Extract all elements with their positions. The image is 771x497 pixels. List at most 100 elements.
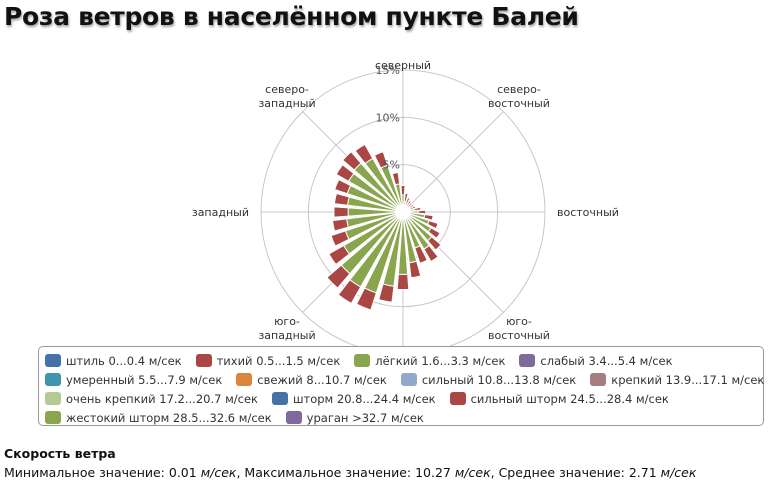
bar-segment (342, 151, 362, 171)
legend-swatch (519, 354, 536, 367)
legend-item-gale[interactable]: очень крепкий 17.2...20.7 м/сек (45, 392, 258, 406)
radial-tick-label: 15% (376, 64, 400, 77)
legend-swatch (590, 373, 607, 386)
bar-segment (427, 227, 441, 239)
legend-swatch (285, 411, 302, 424)
bar-segment (330, 230, 350, 247)
direction-label-line: северо- (265, 83, 309, 96)
bar-segment (417, 209, 427, 215)
direction-label-line: восточный (557, 206, 619, 219)
legend-swatch (236, 373, 253, 386)
avg-unit: м/сек (660, 465, 697, 480)
legend-label: жестокий шторм 28.5...32.6 м/сек (66, 410, 272, 425)
bar-segment (373, 151, 389, 169)
legend-item-strong-storm[interactable]: сильный шторм 24.5...28.4 м/сек (449, 391, 669, 406)
legend-swatch (45, 392, 61, 405)
min-label: Минимальное значение: (4, 465, 169, 480)
bar-segment (427, 236, 442, 251)
bar-segment (413, 206, 422, 212)
bar-segment (396, 273, 410, 291)
legend-label: тихий 0.5...1.5 м/сек (216, 353, 341, 368)
avg-label: , Среднее значение: (490, 465, 629, 480)
legend-label: сильный 10.8...13.8 м/сек (421, 372, 577, 387)
legend-row: жестокий шторм 28.5...32.6 м/сек ураган … (45, 408, 757, 427)
legend-label: крепкий 13.9...17.1 м/сек (611, 372, 765, 387)
bar-segment (326, 264, 351, 289)
legend-row: штиль 0...0.4 м/сек тихий 0.5...1.5 м/се… (45, 351, 757, 370)
legend-item-violent-storm[interactable]: жестокий шторм 28.5...32.6 м/сек (45, 411, 272, 425)
bar-segment (423, 244, 439, 263)
bar-segment (333, 206, 349, 218)
legend-item-quiet[interactable]: тихий 0.5...1.5 м/сек (195, 353, 341, 368)
direction-label-line: западный (192, 206, 249, 219)
legend-swatch (400, 373, 417, 386)
direction-label-line: юго- (506, 315, 532, 328)
bar-segment (354, 143, 374, 165)
legend-item-light[interactable]: лёгкий 1.6...3.3 м/сек (354, 354, 505, 368)
legend-row: умеренный 5.5...7.9 м/сек свежий 8...10.… (45, 370, 764, 389)
legend-item-weak[interactable]: слабый 3.4...5.4 м/сек (519, 353, 673, 368)
direction-label: северо-западный (258, 83, 315, 110)
legend-label: шторм 20.8...24.4 м/сек (292, 391, 436, 406)
legend-item-very-strong[interactable]: крепкий 13.9...17.1 м/сек (590, 373, 764, 387)
max-unit: м/сек (454, 465, 491, 480)
legend-swatch (195, 354, 212, 367)
legend-label: очень крепкий 17.2...20.7 м/сек (66, 391, 258, 406)
chart-title: Роза ветров в населённом пункте Балей (4, 2, 579, 31)
legend: штиль 0...0.4 м/сек тихий 0.5...1.5 м/се… (38, 346, 764, 426)
legend-item-moderate[interactable]: умеренный 5.5...7.9 м/сек (45, 373, 222, 387)
legend-label: штиль 0...0.4 м/сек (66, 353, 182, 368)
bar-segment (426, 219, 439, 230)
min-value: 0.01 (168, 465, 197, 480)
bar-segment (408, 260, 422, 279)
bar-segment (335, 164, 355, 182)
wind-rose-chart: 5% 10% 15%северный северо-восточный восточны… (192, 59, 619, 346)
bar-segment (333, 192, 350, 206)
bar-segment (414, 245, 428, 264)
legend-item-fresh[interactable]: свежий 8...10.7 м/сек (236, 373, 387, 387)
speed-title: Скорость ветра (4, 446, 116, 461)
direction-label: северо-восточный (488, 83, 550, 110)
direction-label-line: западный (258, 97, 315, 110)
legend-label: сильный шторм 24.5...28.4 м/сек (470, 391, 669, 406)
legend-swatch (45, 411, 61, 424)
bar-segment (378, 283, 395, 303)
grid-spoke (402, 111, 504, 213)
legend-label: слабый 3.4...5.4 м/сек (540, 353, 673, 368)
legend-label: свежий 8...10.7 м/сек (257, 372, 387, 387)
radial-tick-label: 5% (383, 159, 400, 172)
legend-item-storm[interactable]: шторм 20.8...24.4 м/сек (271, 391, 436, 406)
legend-swatch (449, 392, 466, 405)
legend-item-strong[interactable]: сильный 10.8...13.8 м/сек (400, 372, 577, 387)
legend-label: умеренный 5.5...7.9 м/сек (66, 372, 223, 387)
legend-label: лёгкий 1.6...3.3 м/сек (375, 353, 506, 368)
bar-segment (400, 184, 406, 196)
max-label: , Максимальное значение: (236, 465, 416, 480)
direction-label-line: восточный (488, 329, 550, 342)
legend-swatch (45, 373, 61, 386)
direction-label: восточный (557, 206, 619, 219)
legend-swatch (45, 354, 61, 367)
direction-label: западный (192, 206, 249, 219)
direction-label-line: северный (375, 59, 431, 72)
bar-segment (334, 178, 352, 195)
bar-segment (423, 214, 434, 221)
min-unit: м/сек (200, 465, 237, 480)
legend-item-hurricane[interactable]: ураган >32.7 м/сек (285, 410, 424, 425)
direction-label-line: юго- (274, 315, 300, 328)
radial-tick-label: 10% (376, 111, 400, 124)
bar-segment (391, 171, 401, 186)
legend-item-calm[interactable]: штиль 0...0.4 м/сек (45, 354, 182, 368)
bar-segment (331, 218, 349, 232)
direction-label-line: северо- (497, 83, 541, 96)
speed-stats: Минимальное значение: 0.01 м/сек, Максим… (4, 465, 696, 480)
direction-label: юго-восточный (488, 315, 550, 342)
direction-label: юго-западный (258, 315, 315, 342)
direction-label: северный (375, 59, 431, 72)
bar-segment (328, 244, 351, 266)
legend-swatch (271, 392, 288, 405)
bar-segment (337, 279, 362, 305)
direction-label-line: западный (258, 329, 315, 342)
avg-value: 2.71 (628, 465, 657, 480)
legend-label: ураган >32.7 м/сек (306, 410, 424, 425)
